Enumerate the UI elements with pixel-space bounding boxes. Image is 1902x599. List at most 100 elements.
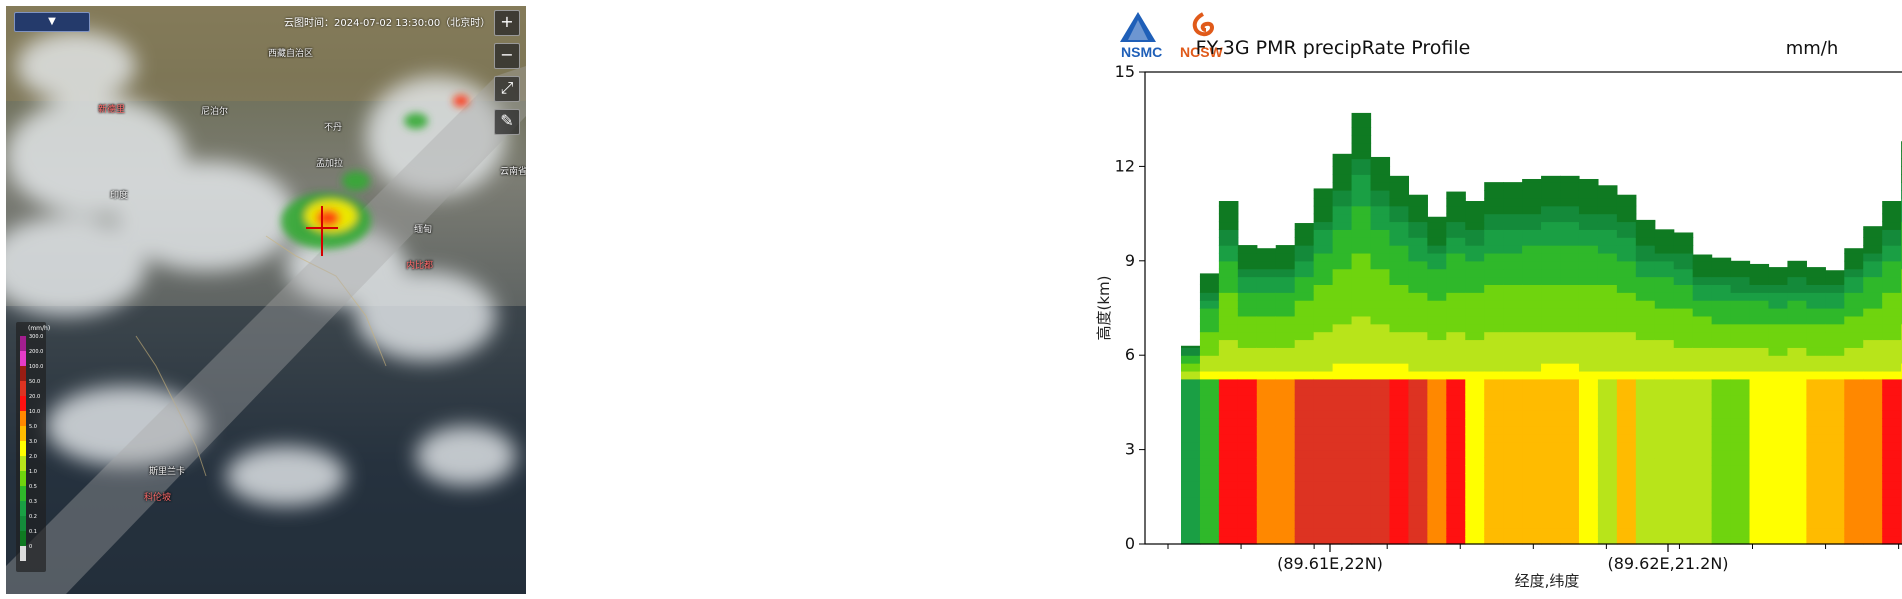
profile-cell (1484, 182, 1504, 191)
profile-cell (1541, 260, 1561, 270)
profile-cell (1351, 426, 1372, 435)
zoom-out-button[interactable]: − (494, 43, 520, 69)
profile-cell (1522, 496, 1542, 506)
profile-cell (1313, 190, 1334, 199)
profile-cell (1654, 520, 1675, 529)
profile-cell (1654, 496, 1675, 506)
profile-cell (1275, 308, 1296, 317)
profile-cell (1370, 213, 1391, 223)
profile-cell (1673, 268, 1694, 278)
profile-cell (1844, 315, 1864, 325)
profile-cell (1313, 449, 1334, 459)
profile-cell (1768, 402, 1789, 411)
profile-cell (1503, 339, 1523, 348)
profile-cell (1351, 441, 1372, 451)
map-legend-swatch (20, 351, 26, 366)
profile-cell (1863, 226, 1883, 230)
profile-cell (1882, 213, 1902, 223)
profile-cell (1503, 394, 1523, 403)
profile-cell (1465, 457, 1485, 466)
x-axis-label: 经度,纬度 (1515, 572, 1580, 590)
profile-cell (1408, 339, 1428, 348)
profile-cell (1522, 190, 1542, 199)
profile-cell (1313, 331, 1334, 341)
profile-cell (1730, 418, 1751, 427)
panel-toggle-button[interactable]: ▼ (14, 12, 90, 32)
profile-cell (1711, 457, 1732, 466)
map-legend-tick: 50.0 (29, 379, 41, 385)
measure-tool-button[interactable]: ⤢ (494, 76, 520, 102)
profile-cell (1199, 520, 1220, 529)
profile-cell (1730, 402, 1751, 411)
profile-cell (1597, 465, 1618, 474)
profile-cell (1237, 268, 1258, 278)
profile-cell (1484, 268, 1504, 278)
profile-cell (1275, 260, 1296, 270)
profile-cell (1522, 457, 1542, 466)
profile-cell (1181, 449, 1201, 459)
profile-cell (1256, 276, 1277, 285)
profile-cell (1578, 457, 1599, 466)
profile-cell (1181, 386, 1201, 396)
profile-cell (1427, 315, 1447, 325)
profile-cell (1522, 268, 1542, 278)
profile-cell (1673, 232, 1694, 238)
profile-cell (1465, 260, 1485, 270)
profile-cell (1749, 363, 1770, 372)
profile-cell (1256, 331, 1277, 341)
profile-cell (1332, 331, 1353, 341)
satellite-map[interactable]: ▼ 云图时间：2024-07-02 13:30:00（北京时） + − ⤢ ✎ … (6, 6, 526, 594)
profile-cell (1768, 276, 1789, 285)
profile-cell (1541, 331, 1561, 341)
profile-cell (1313, 197, 1334, 207)
map-legend-swatch (20, 336, 26, 351)
profile-cell (1389, 205, 1410, 215)
profile-cell (1768, 308, 1789, 317)
profile-cell (1408, 197, 1428, 207)
profile-cell (1218, 528, 1239, 537)
profile-cell (1541, 441, 1561, 451)
profile-cell (1294, 426, 1315, 435)
profile-cell (1863, 292, 1883, 301)
profile-cell (1199, 339, 1220, 348)
profile-cell (1256, 260, 1277, 270)
profile-cell (1730, 504, 1751, 514)
profile-cell (1692, 370, 1713, 380)
profile-cell (1749, 331, 1770, 341)
profile-cell (1825, 449, 1845, 459)
profile-cell (1370, 441, 1391, 451)
profile-cell (1730, 300, 1751, 309)
profile-cell (1218, 410, 1239, 419)
profile-cell (1730, 520, 1751, 529)
profile-cell (1768, 386, 1789, 396)
x-tick-label: (89.62E,21.2N) (1607, 554, 1728, 573)
profile-cell (1578, 323, 1599, 333)
profile-cell (1370, 323, 1391, 333)
profile-cell (1787, 292, 1807, 301)
profile-cell (1181, 457, 1201, 466)
profile-cell (1560, 276, 1580, 285)
draw-tool-button[interactable]: ✎ (494, 109, 520, 135)
profile-cell (1199, 536, 1220, 545)
profile-cell (1578, 363, 1599, 372)
profile-cell (1389, 339, 1410, 348)
profile-cell (1218, 268, 1239, 278)
profile-cell (1654, 292, 1675, 301)
profile-cell (1787, 363, 1807, 372)
profile-cell (1806, 355, 1826, 364)
profile-cell (1654, 465, 1675, 474)
profile-cell (1484, 426, 1504, 435)
profile-cell (1275, 528, 1296, 537)
profile-cell (1597, 536, 1618, 545)
profile-cell (1635, 441, 1656, 451)
zoom-in-button[interactable]: + (494, 10, 520, 36)
profile-cell (1294, 252, 1315, 262)
profile-cell (1351, 174, 1372, 183)
profile-cell (1218, 260, 1239, 270)
profile-cell (1597, 418, 1618, 427)
profile-cell (1484, 339, 1504, 348)
profile-cell (1825, 355, 1845, 364)
profile-cell (1597, 229, 1618, 238)
profile-cell (1882, 394, 1902, 403)
profile-cell (1749, 496, 1770, 506)
